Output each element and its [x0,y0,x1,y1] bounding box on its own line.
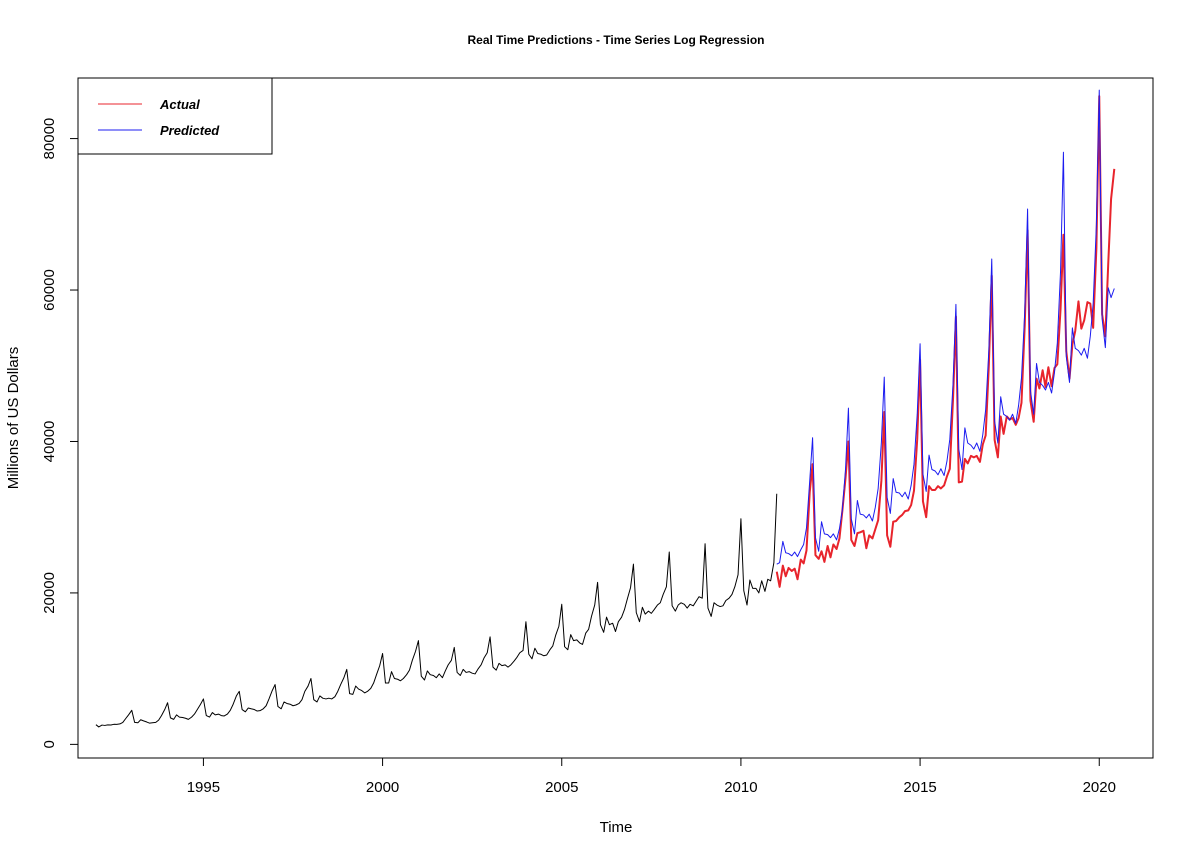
legend-label-actual: Actual [159,97,200,112]
legend-box [77,77,273,155]
series-actual-line [775,95,1116,588]
y-axis: 0 20000 40000 60000 80000 [41,118,79,749]
series-history-line [95,493,778,728]
y-tick-label: 80000 [41,118,58,160]
y-tick-label: 0 [41,740,58,748]
x-tick-label: 2000 [366,779,399,796]
y-tick-label: 40000 [41,421,58,463]
x-tick-label: 2015 [903,779,936,796]
y-tick-label: 20000 [41,572,58,614]
chart-title: Real Time Predictions - Time Series Log … [468,33,765,47]
x-tick-label: 2020 [1083,779,1116,796]
legend: Actual Predicted [77,77,273,155]
x-tick-label: 1995 [187,779,220,796]
x-axis: 1995 2000 2005 2010 2015 2020 [187,757,1116,796]
y-axis-label: Millions of US Dollars [5,347,22,490]
y-tick-label: 60000 [41,269,58,311]
series-predicted-line [776,89,1115,565]
x-tick-label: 2010 [724,779,757,796]
legend-label-predicted: Predicted [160,123,220,138]
x-axis-label: Time [600,819,633,836]
x-tick-label: 2005 [545,779,578,796]
series-layer [95,89,1116,728]
